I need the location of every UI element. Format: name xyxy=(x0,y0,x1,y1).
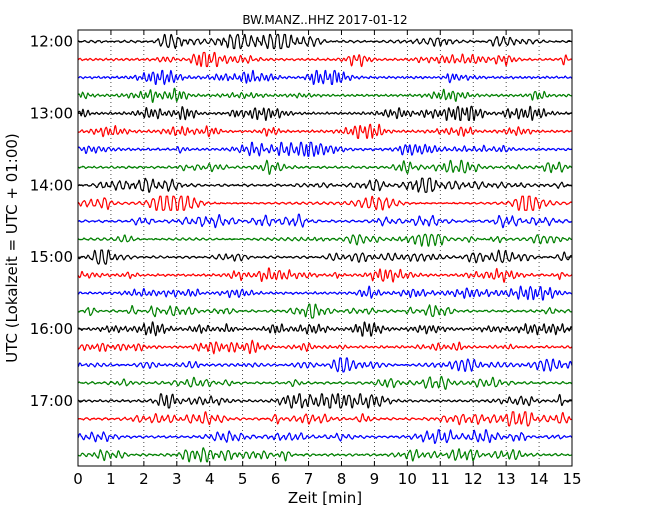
seismogram-trace-0 xyxy=(77,33,573,50)
y-tick-label-1: 13:00 xyxy=(30,104,73,122)
x-tick-label-8: 8 xyxy=(337,470,347,488)
x-tick-label-3: 3 xyxy=(172,470,182,488)
seismogram-trace-23 xyxy=(77,447,573,463)
seismogram-trace-16 xyxy=(77,321,573,337)
seismogram-trace-3 xyxy=(77,87,573,103)
axis-ticks xyxy=(77,30,573,466)
seismogram-traces xyxy=(77,33,573,463)
seismogram-trace-17 xyxy=(77,339,573,355)
y-tick-label-2: 14:00 xyxy=(30,176,73,194)
x-tick-labels: 0 1 2 3 4 5 6 7 8 9 10 11 12 13 14 15 xyxy=(73,470,581,488)
y-tick-labels: 12:00 13:00 14:00 15:00 16:00 17:00 xyxy=(30,33,73,410)
seismogram-trace-12 xyxy=(77,249,573,265)
seismogram-trace-9 xyxy=(77,195,573,211)
grid-lines xyxy=(110,30,540,466)
x-tick-label-9: 9 xyxy=(370,470,380,488)
y-tick-label-0: 12:00 xyxy=(30,33,73,51)
x-tick-label-6: 6 xyxy=(271,470,281,488)
x-tick-label-2: 2 xyxy=(139,470,149,488)
seismogram-trace-22 xyxy=(77,429,573,444)
y-tick-label-3: 15:00 xyxy=(30,248,73,266)
seismogram-trace-1 xyxy=(77,51,573,68)
seismogram-trace-18 xyxy=(77,357,573,373)
seismogram-trace-5 xyxy=(77,123,573,139)
y-tick-label-4: 16:00 xyxy=(30,320,73,338)
plot-frame xyxy=(77,29,573,467)
y-tick-label-5: 17:00 xyxy=(30,392,73,410)
seismogram-trace-13 xyxy=(77,267,573,283)
seismogram-trace-8 xyxy=(77,177,573,193)
x-tick-label-14: 14 xyxy=(530,470,549,488)
x-tick-label-11: 11 xyxy=(431,470,450,488)
seismogram-trace-14 xyxy=(77,285,573,301)
x-tick-label-13: 13 xyxy=(497,470,516,488)
chart-title: BW.MANZ..HHZ 2017-01-12 xyxy=(242,13,407,27)
seismogram-trace-15 xyxy=(77,303,573,319)
x-tick-label-10: 10 xyxy=(398,470,417,488)
x-tick-label-1: 1 xyxy=(106,470,116,488)
x-tick-label-5: 5 xyxy=(238,470,248,488)
x-axis-label: Zeit [min] xyxy=(288,489,362,507)
seismogram-trace-20 xyxy=(77,393,573,409)
y-axis-label: UTC (Lokalzeit = UTC + 01:00) xyxy=(3,133,21,363)
seismogram-trace-11 xyxy=(77,233,573,247)
x-tick-label-12: 12 xyxy=(464,470,483,488)
seismogram-trace-4 xyxy=(77,105,573,121)
seismogram-trace-21 xyxy=(77,411,573,427)
x-tick-label-15: 15 xyxy=(562,470,581,488)
seismogram-trace-6 xyxy=(77,141,573,157)
seismogram-trace-10 xyxy=(77,213,573,229)
seismogram-trace-19 xyxy=(77,375,573,390)
x-tick-label-4: 4 xyxy=(205,470,215,488)
x-tick-label-7: 7 xyxy=(304,470,314,488)
seismogram-trace-7 xyxy=(77,159,573,175)
plot-area xyxy=(78,30,572,466)
seismogram-trace-2 xyxy=(77,69,573,86)
x-tick-label-0: 0 xyxy=(73,470,83,488)
